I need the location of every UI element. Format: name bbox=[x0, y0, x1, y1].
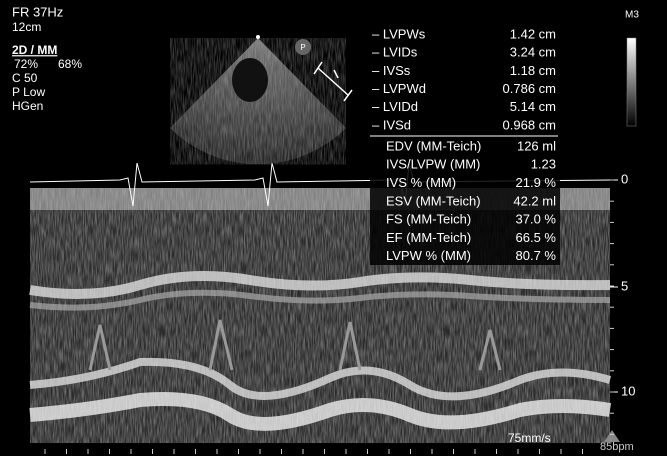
depth-label: 10 bbox=[621, 383, 635, 398]
calculation-value: 42.2 ml bbox=[513, 193, 556, 208]
grayscale-bar bbox=[626, 37, 637, 127]
power: P Low bbox=[12, 85, 45, 99]
measurement-name: – LVIDd bbox=[372, 99, 418, 114]
measurement-value: 0.786 cm bbox=[503, 81, 556, 96]
depth: 12cm bbox=[12, 20, 41, 34]
sector-image bbox=[170, 35, 346, 165]
frequency: HGen bbox=[12, 99, 43, 113]
probe-icon bbox=[295, 39, 311, 55]
probe-icon-label: P bbox=[300, 43, 305, 52]
calculation-name: EF (MM-Teich) bbox=[386, 230, 471, 245]
gain-2d: 72% bbox=[14, 57, 38, 71]
calculation-value: 1.23 bbox=[531, 157, 556, 172]
measurement-name: – LVPWd bbox=[372, 81, 426, 96]
dynamic-layer: – LVPWs 1.42 cm – LVIDs 3.24 cm – IVSs 1.18 c… bbox=[44, 26, 635, 454]
calculation-value: 66.5 % bbox=[516, 230, 557, 245]
compression: C 50 bbox=[12, 71, 38, 85]
measurement-name: – IVSs bbox=[372, 63, 411, 78]
marker-icon bbox=[604, 430, 620, 442]
depth-label: 0 bbox=[621, 171, 628, 186]
measurement-name: – LVIDs bbox=[372, 45, 418, 60]
frame-rate: FR 37Hz bbox=[12, 4, 63, 19]
colormap-label: M3 bbox=[625, 10, 639, 21]
calculation-value: 126 ml bbox=[517, 138, 556, 153]
calculation-name: IVS/LVPW (MM) bbox=[386, 157, 480, 172]
heart-rate: 85bpm bbox=[600, 441, 634, 453]
measurement-value: 0.968 cm bbox=[503, 117, 556, 132]
calculation-name: EDV (MM-Teich) bbox=[386, 138, 481, 153]
calculation-value: 80.7 % bbox=[516, 248, 557, 263]
calculation-value: 37.0 % bbox=[516, 212, 557, 227]
measurement-value: 5.14 cm bbox=[510, 99, 556, 114]
measurement-value: 1.18 cm bbox=[510, 63, 556, 78]
cursor-icon bbox=[313, 61, 353, 102]
mode: 2D / MM bbox=[12, 43, 57, 57]
calculation-name: ESV (MM-Teich) bbox=[386, 193, 481, 208]
depth-label: 5 bbox=[621, 278, 628, 293]
calculation-name: LVPW % (MM) bbox=[386, 248, 471, 263]
measurement-name: – IVSd bbox=[372, 117, 411, 132]
measurement-value: 1.42 cm bbox=[510, 26, 556, 41]
sweep-speed: 75mm/s bbox=[508, 431, 551, 445]
measurement-name: – LVPWs bbox=[372, 26, 426, 41]
calculation-name: IVS % (MM) bbox=[386, 175, 456, 190]
calculation-name: FS (MM-Teich) bbox=[386, 212, 471, 227]
measurement-value: 3.24 cm bbox=[510, 45, 556, 60]
calculations-panel bbox=[370, 137, 560, 265]
gain-mm: 68% bbox=[58, 57, 82, 71]
calculation-value: 21.9 % bbox=[516, 175, 557, 190]
